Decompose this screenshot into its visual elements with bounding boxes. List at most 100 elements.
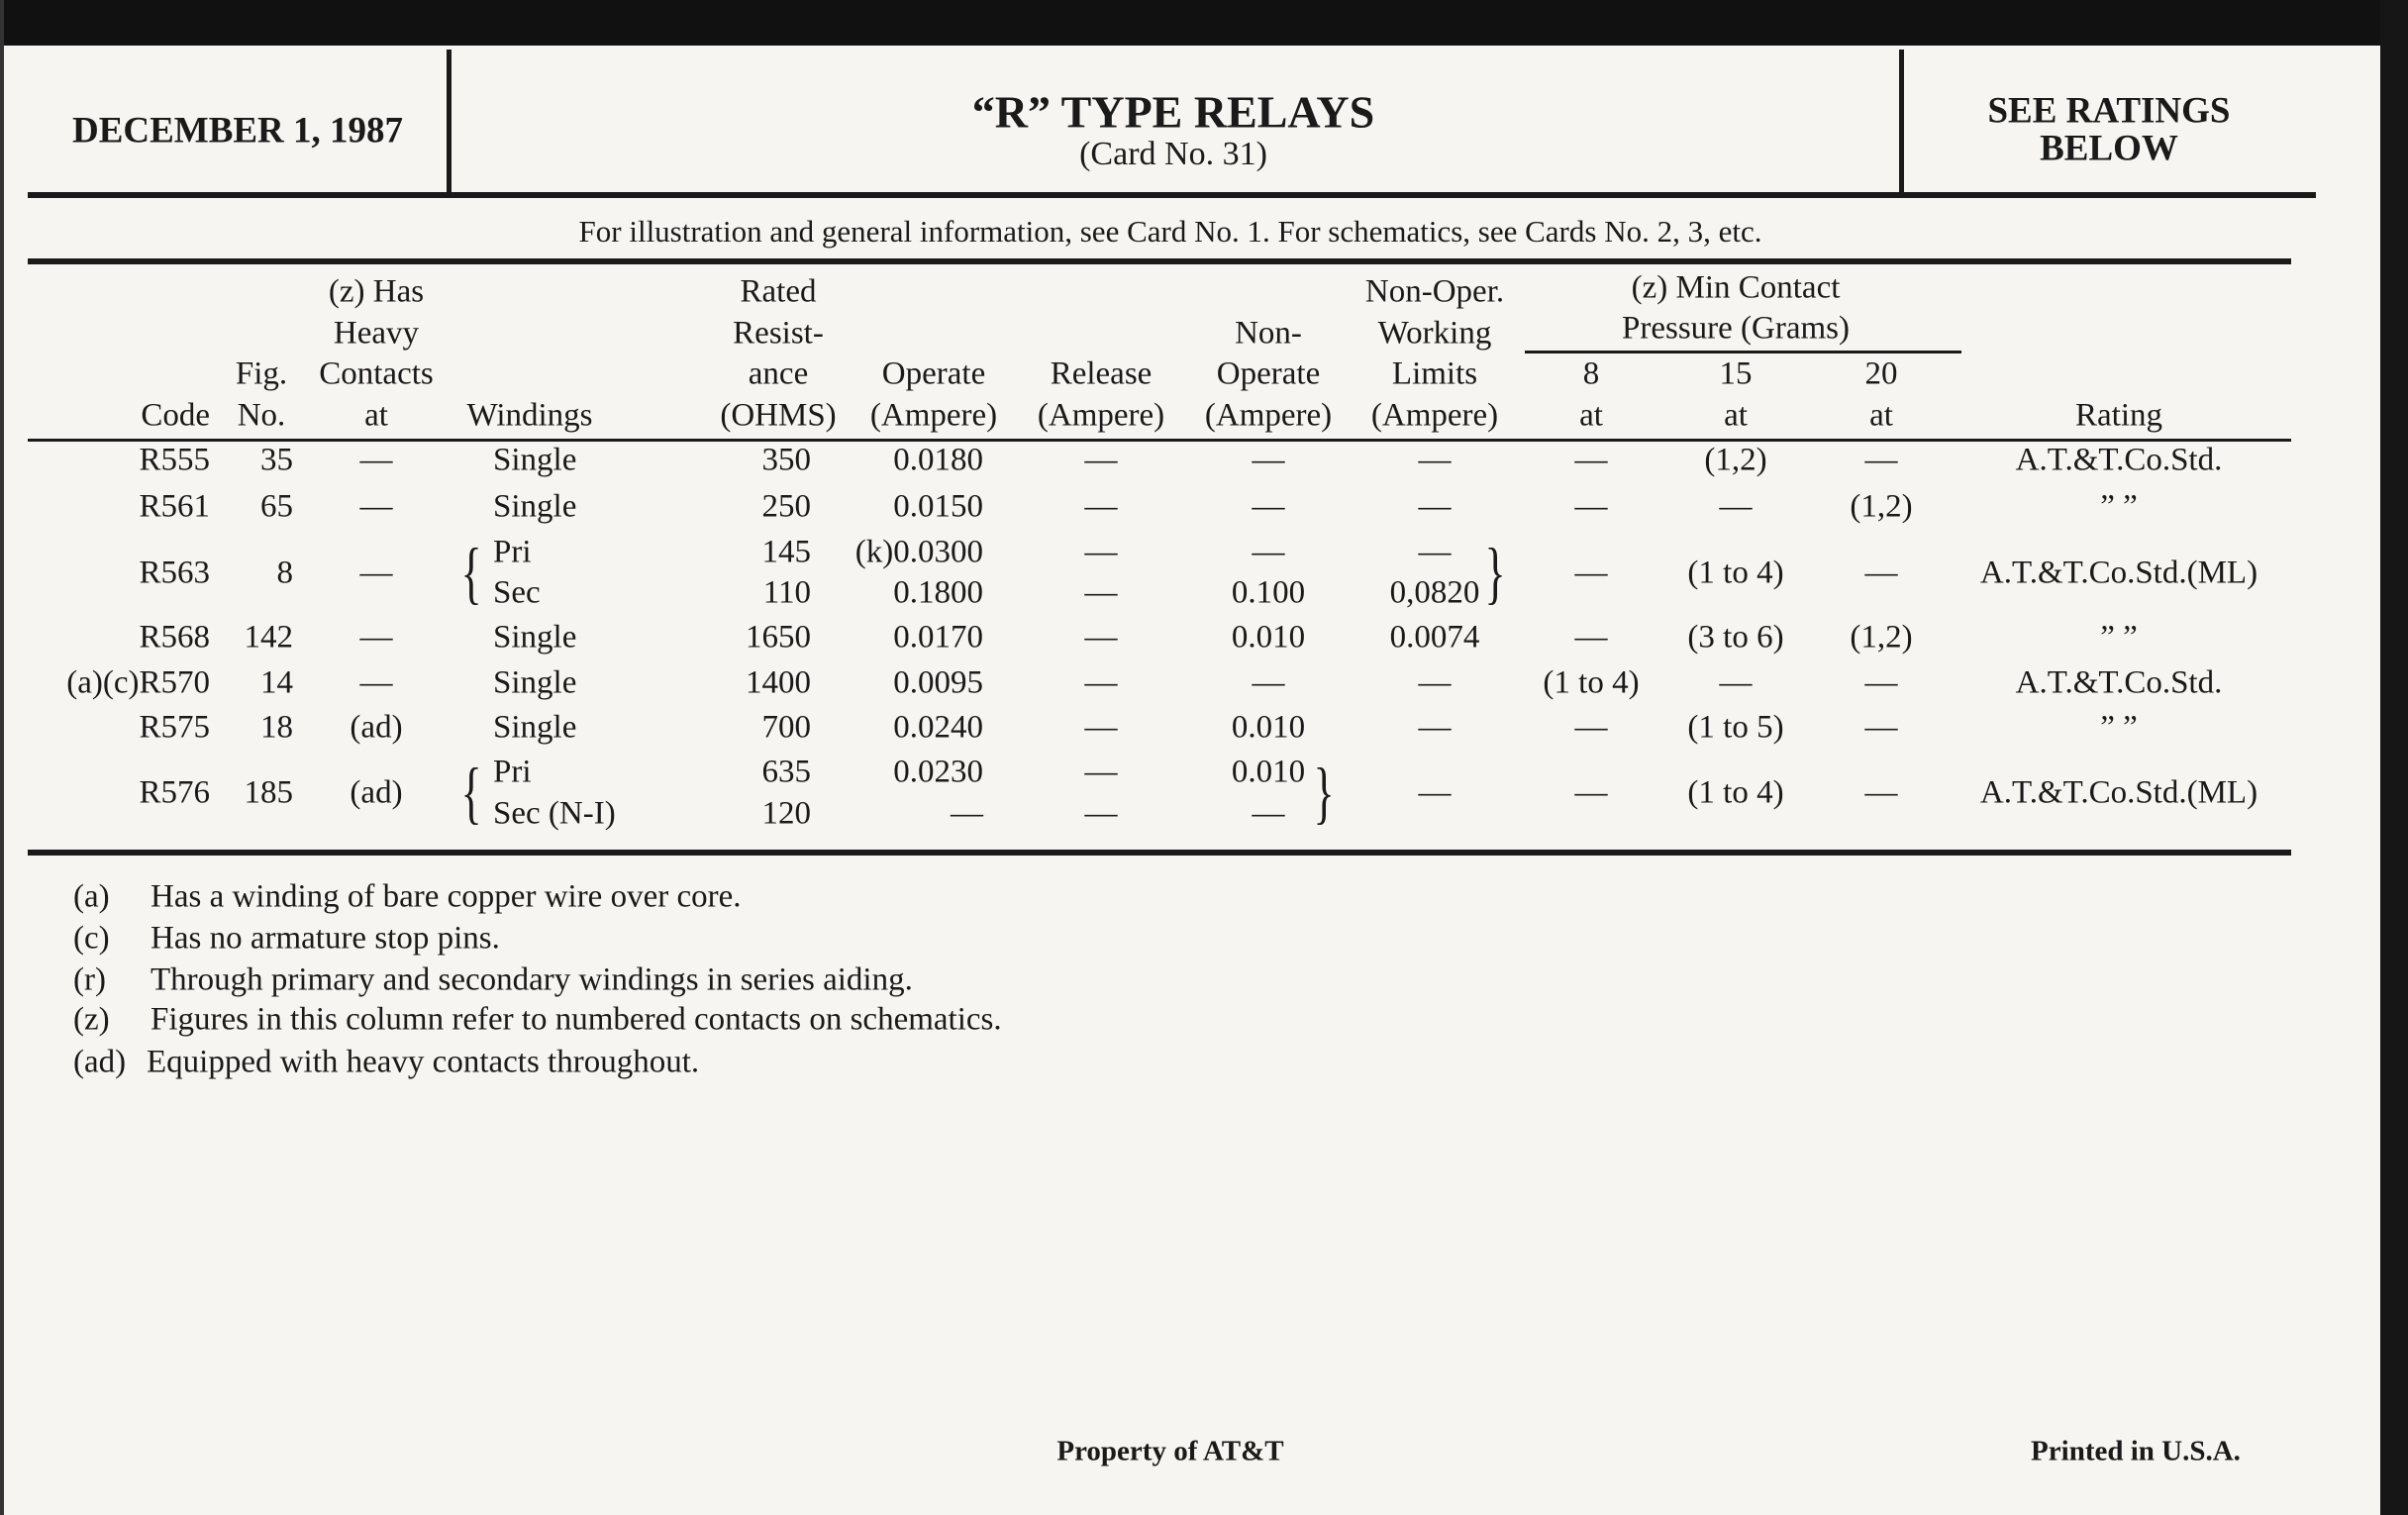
cell-p15: (1 to 5) <box>1687 709 1784 746</box>
header-release: (Ampere) <box>1037 397 1165 434</box>
header-operate: (Ampere) <box>869 397 998 434</box>
scan-top-border <box>0 0 2408 46</box>
scan-left-border <box>0 0 4 1515</box>
cell-p15: (1 to 4) <box>1687 555 1784 590</box>
cell-p15: — <box>1719 664 1753 701</box>
cell-windings: Sec (N-I) <box>493 795 616 832</box>
footnote-mark: (a) <box>73 878 110 915</box>
header-resistance: Resist- <box>733 315 824 352</box>
cell-p20: (1,2) <box>1850 488 1913 525</box>
cell-code: R555 <box>139 442 210 478</box>
cell-fig: 65 <box>260 488 293 525</box>
cell-p15: (1 to 4) <box>1687 774 1784 811</box>
footnote-text: Equipped with heavy contacts throughout. <box>147 1044 700 1080</box>
header-rating: Rating <box>2075 397 2162 434</box>
cell-non-operate: — <box>1252 442 1285 478</box>
header-pressure-group: (z) Min Contact <box>1631 269 1841 306</box>
header-divider-left <box>447 50 452 196</box>
printed-note: Printed in U.S.A. <box>2031 1435 2241 1467</box>
cell-working: — <box>1418 774 1452 811</box>
header-divider-right <box>1899 50 1904 196</box>
cell-fig: 142 <box>244 619 294 656</box>
cell-release: — <box>1084 664 1118 701</box>
cell-windings: Sec <box>493 574 541 611</box>
cell-p8: — <box>1574 709 1608 746</box>
cell-non-operate: — <box>1252 664 1285 701</box>
cell-windings: Single <box>493 442 577 478</box>
header-p20: 20 <box>1864 355 1898 392</box>
cell-p8: — <box>1574 774 1608 811</box>
header-pressure-group: Pressure (Grams) <box>1621 310 1851 347</box>
header-heavy: at <box>364 397 388 434</box>
header-resistance: ance <box>748 355 809 392</box>
cell-rating: ” ” <box>2100 619 2138 656</box>
cell-rating: A.T.&T.Co.Std.(ML) <box>1979 774 2258 811</box>
header-p15: 15 <box>1719 355 1753 392</box>
cell-p15: (1,2) <box>1704 442 1767 478</box>
cell-release: — <box>1084 534 1118 570</box>
cell-code: R576 <box>139 774 210 811</box>
cell-working: — <box>1418 664 1452 701</box>
card-title: “R” TYPE RELAYS <box>971 86 1375 138</box>
table-top-rule <box>28 258 2291 264</box>
cell-code: R575 <box>139 709 210 746</box>
cell-non-operate: — <box>1252 488 1285 525</box>
cell-heavy: — <box>359 488 393 525</box>
table-header-rule <box>28 439 2291 442</box>
cell-p20: — <box>1864 774 1898 811</box>
cell-heavy: — <box>359 442 393 478</box>
header-non-operate: (Ampere) <box>1204 397 1333 434</box>
header-p8: 8 <box>1582 355 1600 392</box>
cell-p8: (1 to 4) <box>1543 664 1640 701</box>
header-working: Working <box>1377 315 1492 352</box>
header-working: Limits <box>1391 355 1478 392</box>
right-brace: } <box>1313 754 1335 832</box>
cell-resistance: 250 <box>761 488 812 525</box>
header-resistance: Rated <box>740 273 817 310</box>
card-date: DECEMBER 1, 1987 <box>71 110 404 152</box>
cell-non-operate: 0.010 <box>1231 709 1306 746</box>
header-p8: at <box>1579 397 1603 434</box>
header-working: (Ampere) <box>1370 397 1499 434</box>
header-rule <box>28 192 2316 198</box>
cell-operate: 0.0150 <box>893 488 983 525</box>
footnote-mark: (ad) <box>73 1044 127 1080</box>
cell-operate: 0.0095 <box>893 664 983 701</box>
header-fig: No. <box>237 397 286 434</box>
cell-rating: A.T.&T.Co.Std. <box>2015 664 2223 701</box>
cell-working: 0.0074 <box>1389 619 1480 656</box>
cell-resistance: 1650 <box>746 619 811 656</box>
cell-non-operate: 0.100 <box>1231 574 1306 611</box>
scan-right-border <box>2380 0 2408 1515</box>
property-note: Property of AT&T <box>1056 1435 1284 1467</box>
cell-resistance: 350 <box>761 442 812 478</box>
cell-code: R568 <box>139 619 210 656</box>
cell-release: — <box>1084 709 1118 746</box>
footnote-mark: (r) <box>73 961 106 998</box>
header-p20: at <box>1869 397 1893 434</box>
header-code: Code <box>141 397 210 434</box>
cell-working: — <box>1418 709 1452 746</box>
cell-working: — <box>1418 534 1452 570</box>
see-ratings-line1: SEE RATINGS <box>1987 90 2231 132</box>
footnote-text: Figures in this column refer to numbered… <box>150 1001 1002 1038</box>
left-brace: { <box>460 754 482 832</box>
cell-operate: (k)0.0300 <box>854 534 983 570</box>
header-fig: Fig. <box>235 355 288 392</box>
header-operate: Operate <box>881 355 986 392</box>
footnote-mark: (c) <box>73 920 110 957</box>
cell-fig: 18 <box>260 709 293 746</box>
cell-heavy: — <box>359 555 393 590</box>
cell-p20: — <box>1864 709 1898 746</box>
table-bottom-rule <box>28 850 2291 856</box>
cell-p15: (3 to 6) <box>1687 619 1784 656</box>
cell-windings: Single <box>493 664 577 701</box>
cell-operate: 0.0170 <box>893 619 983 656</box>
cell-release: — <box>1084 574 1118 611</box>
header-heavy: Contacts <box>319 355 434 392</box>
cell-p8: — <box>1574 488 1608 525</box>
cell-fig: 8 <box>276 555 294 590</box>
cell-release: — <box>1084 442 1118 478</box>
see-ratings-line2: BELOW <box>2040 128 2178 169</box>
cell-release: — <box>1084 488 1118 525</box>
